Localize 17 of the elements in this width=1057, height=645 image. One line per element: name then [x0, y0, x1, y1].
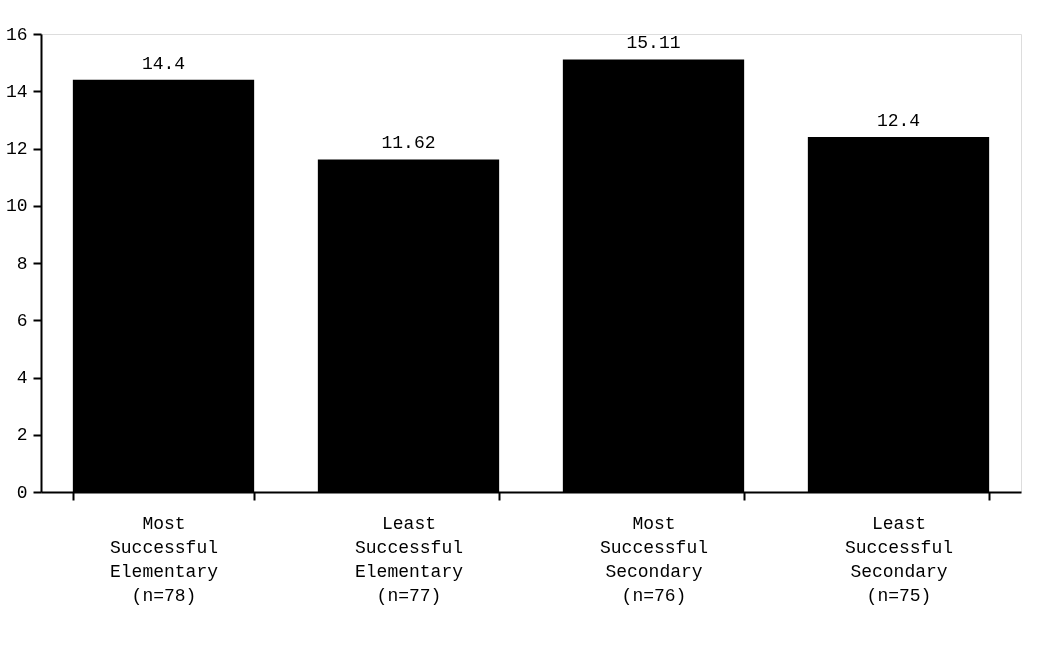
y-tick-label: 8	[16, 253, 28, 274]
x-tick-label: Most Successful Secondary (n=76)	[599, 513, 709, 606]
x-tick-label: Most Successful Elementary (n=78)	[109, 513, 219, 606]
y-tick-label: 2	[16, 425, 28, 446]
y-tick-label: 14	[5, 81, 28, 102]
y-tick-label: 0	[16, 482, 28, 503]
y-tick-label: 6	[16, 310, 28, 331]
data-label: 12.4	[876, 111, 921, 132]
y-tick-label: 10	[5, 196, 28, 217]
y-tick-label: 16	[5, 24, 28, 45]
data-label: 11.62	[381, 133, 436, 154]
y-tick-label: 12	[5, 139, 28, 159]
y-tick-label: 4	[16, 368, 28, 388]
data-label: 15.11	[626, 33, 681, 54]
x-tick-label: Least Successful Secondary (n=75)	[844, 513, 954, 606]
data-label: 14.4	[141, 53, 186, 74]
x-tick-label: Least Successful Elementary (n=77)	[354, 513, 464, 606]
